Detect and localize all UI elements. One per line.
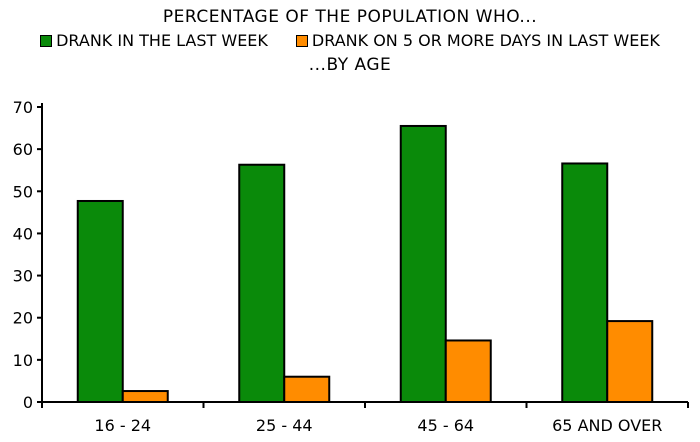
y-tick-label: 20: [13, 309, 33, 328]
y-tick-label: 70: [13, 98, 33, 117]
bar-drank-last-week: [561, 162, 609, 403]
chart-subtitle: ...BY AGE: [308, 55, 392, 75]
chart-header: PERCENTAGE OF THE POPULATION WHO... DRAN…: [0, 6, 700, 76]
bar-drank-5-or-more-days: [283, 375, 331, 404]
legend-label-series-1: DRANK IN THE LAST WEEK: [56, 31, 268, 50]
bar-drank-last-week: [76, 199, 124, 403]
x-tick-label: 45 - 64: [417, 416, 474, 435]
bar-drank-5-or-more-days: [606, 320, 654, 404]
bar-drank-5-or-more-days: [444, 339, 492, 404]
legend-swatch-series-2: [295, 35, 308, 47]
x-tick-label: 25 - 44: [256, 416, 313, 435]
legend-swatch-series-1: [40, 35, 53, 47]
legend-label-series-2: DRANK ON 5 OR MORE DAYS IN LAST WEEK: [311, 31, 660, 50]
bar-drank-5-or-more-days: [121, 390, 169, 403]
y-tick-label: 40: [13, 224, 33, 243]
bar-drank-last-week: [238, 163, 286, 403]
y-tick-label: 50: [13, 182, 33, 201]
y-tick-label: 30: [13, 267, 33, 286]
y-tick-label: 10: [13, 351, 33, 370]
y-tick-label: 60: [13, 140, 33, 159]
y-tick-label: 0: [23, 393, 33, 412]
legend-item-series-1: DRANK IN THE LAST WEEK: [40, 30, 268, 52]
chart-legend: DRANK IN THE LAST WEEK DRANK ON 5 OR MOR…: [0, 30, 700, 52]
chart-title: PERCENTAGE OF THE POPULATION WHO...: [162, 7, 538, 27]
bar-drank-last-week: [399, 124, 447, 403]
legend-item-series-2: DRANK ON 5 OR MORE DAYS IN LAST WEEK: [295, 30, 660, 52]
x-tick-label: 16 - 24: [94, 416, 151, 435]
x-tick-label: 65 AND OVER: [552, 416, 662, 435]
